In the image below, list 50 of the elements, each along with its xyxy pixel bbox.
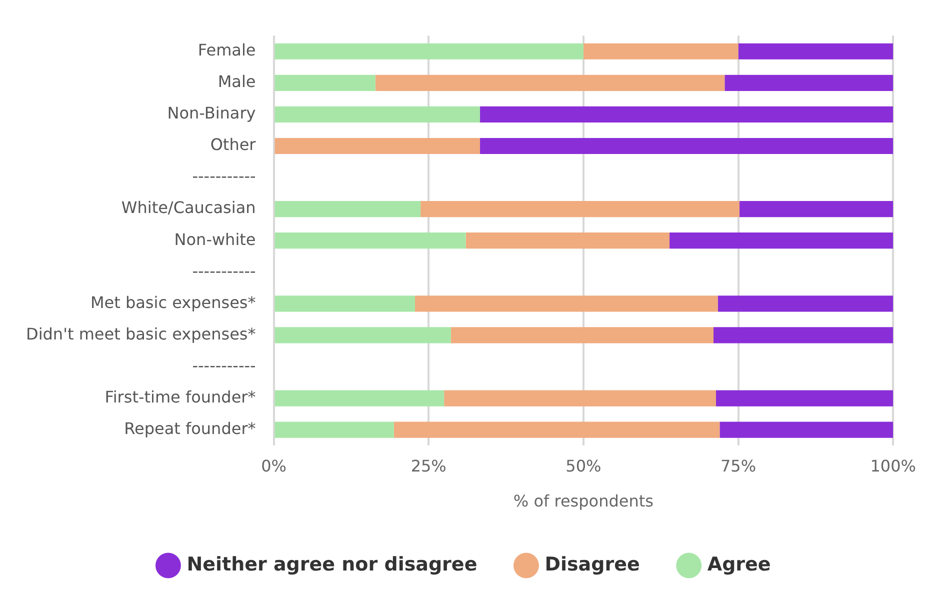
bar (716, 390, 894, 406)
y-tick-label: Met basic expenses* (90, 292, 256, 312)
y-tick-label: Female (198, 40, 256, 60)
bar (274, 327, 451, 344)
bar (480, 138, 894, 154)
y-tick-label: ----------- (192, 261, 256, 280)
bar (466, 232, 670, 249)
y-tick-label: Male (218, 72, 256, 92)
bar (738, 43, 894, 60)
bar (375, 74, 725, 91)
bar (444, 390, 716, 406)
y-tick-label: White/Caucasian (121, 198, 256, 218)
x-axis-title: % of respondents (513, 492, 654, 511)
bar (274, 390, 444, 406)
bar (583, 43, 738, 60)
bar (274, 232, 466, 249)
bar (274, 106, 480, 122)
bar (740, 201, 894, 218)
y-tick-label: Didn't meet basic expenses* (26, 324, 256, 344)
legend-label: Neither agree nor disagree (186, 553, 478, 576)
bar (274, 201, 421, 218)
bar (274, 74, 376, 91)
bar (274, 296, 415, 312)
x-tick-label: 0% (261, 456, 286, 476)
bar (714, 327, 894, 344)
y-tick-label: Non-Binary (167, 104, 256, 123)
y-tick-label: First-time founder* (104, 387, 256, 406)
bar (274, 43, 584, 60)
legend-label: Agree (707, 553, 771, 576)
bar (670, 232, 894, 249)
bar (394, 422, 720, 438)
x-tick-label: 50% (566, 456, 602, 476)
bar (724, 74, 894, 91)
y-tick-label: Non-white (174, 230, 256, 249)
bar (480, 106, 894, 122)
bar (420, 201, 740, 218)
bar (274, 138, 480, 154)
x-tick-label: 100% (870, 456, 916, 476)
bar (718, 296, 894, 312)
bar (414, 296, 718, 312)
y-tick-label: Other (210, 135, 256, 154)
bar (450, 327, 714, 344)
bar (274, 422, 394, 438)
x-tick-label: 25% (410, 456, 446, 476)
x-tick-label: 75% (720, 456, 756, 476)
y-tick-label: ----------- (192, 166, 256, 186)
y-tick-label: ----------- (192, 356, 256, 375)
legend-label: Disagree (544, 553, 640, 576)
y-tick-label: Repeat founder* (124, 418, 256, 438)
bar (720, 422, 894, 438)
